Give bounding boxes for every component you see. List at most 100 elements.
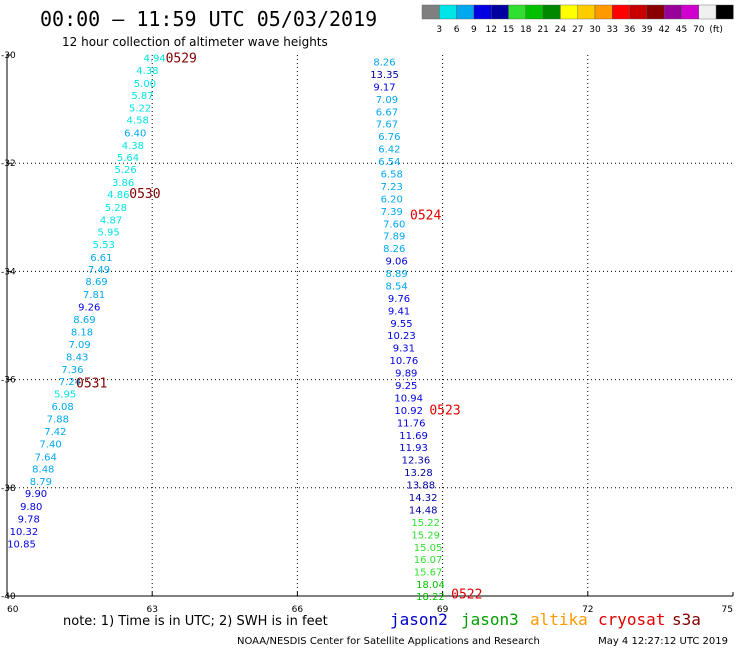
swh-value-label: 7.89 [383, 232, 405, 243]
swh-value-label: 15.29 [411, 530, 440, 541]
y-tick-label: -32 [1, 159, 16, 169]
color-scale-swatch [681, 4, 699, 20]
color-scale-label: 42 [658, 25, 669, 35]
color-scale-swatch [439, 4, 457, 20]
swh-value-label: 14.48 [409, 505, 438, 516]
swh-value-label: 8.79 [30, 477, 52, 488]
pass-time-label: 0523 [429, 403, 460, 418]
x-tick-label: 63 [146, 605, 157, 615]
swh-value-label: 9.06 [385, 257, 407, 268]
swh-value-label: 7.64 [35, 452, 57, 463]
swh-value-label: 10.94 [394, 393, 423, 404]
swh-value-label: 7.42 [44, 427, 66, 438]
color-scale-swatch [629, 4, 648, 20]
swh-value-label: 4.38 [136, 66, 158, 77]
y-tick-label: -36 [1, 376, 16, 386]
swh-value-label: 6.54 [378, 157, 400, 168]
swh-value-label: 8.43 [66, 352, 88, 363]
swh-value-label: 8.48 [32, 464, 54, 475]
swh-value-label: 6.61 [90, 253, 112, 264]
swh-value-label: 13.28 [404, 468, 433, 479]
legend-jason3: jason3 [461, 610, 519, 629]
swh-value-label: 18.04 [416, 580, 445, 591]
swh-value-label: 7.60 [383, 219, 405, 230]
swh-value-label: 13.88 [406, 481, 435, 492]
color-scale-label: 27 [572, 25, 583, 35]
x-tick-label: 66 [292, 605, 304, 615]
swh-value-label: 12.36 [402, 456, 431, 467]
swh-value-label: 9.31 [393, 344, 415, 355]
color-scale-label: 36 [624, 25, 636, 35]
color-scale-swatch [491, 4, 509, 20]
pass-time-label: 0524 [410, 209, 441, 224]
color-scale-swatch [525, 4, 544, 20]
color-scale-swatch [664, 4, 682, 20]
legend-cryosat: cryosat [598, 610, 665, 629]
pass-time-label: 0531 [76, 376, 107, 391]
color-scale-swatch [560, 4, 578, 20]
swh-value-label: 13.35 [370, 70, 399, 81]
swh-value-label: 9.55 [390, 319, 412, 330]
color-scale-label: 21 [537, 25, 548, 35]
swh-value-label: 9.90 [25, 489, 47, 500]
color-scale-swatch [508, 4, 526, 20]
swh-value-label: 8.26 [383, 244, 405, 255]
color-scale-label: 6 [454, 25, 460, 35]
color-scale-label: 33 [607, 25, 618, 35]
swh-value-label: 8.69 [73, 315, 95, 326]
chart-title: 00:00 – 11:59 UTC 05/03/2019 [40, 7, 377, 31]
swh-value-label: 5.95 [98, 227, 120, 238]
swh-value-label: 9.80 [20, 502, 42, 513]
swh-value-label: 15.05 [414, 543, 443, 554]
chart-subtitle: 12 hour collection of altimeter wave hei… [62, 35, 328, 49]
color-scale-label: 9 [471, 25, 477, 35]
color-scale-label: 45 [676, 25, 687, 35]
color-scale-label: (ft) [709, 25, 723, 35]
color-scale-label: 30 [589, 25, 601, 35]
swh-value-label: 9.17 [373, 82, 395, 93]
swh-value-label: 5.28 [105, 203, 127, 214]
swh-value-label: 8.89 [385, 269, 407, 280]
swh-value-label: 10.32 [10, 527, 39, 538]
footer-note: note: 1) Time is in UTC; 2) SWH is in fe… [63, 614, 328, 629]
swh-value-label: 10.76 [390, 356, 419, 367]
swh-value-label: 6.76 [378, 132, 400, 143]
swh-value-label: 11.69 [399, 431, 428, 442]
color-scale-label: 18 [520, 25, 532, 35]
x-tick-label: 72 [582, 605, 593, 615]
swh-value-label: 7.81 [83, 290, 105, 301]
swh-value-label: 7.49 [88, 265, 110, 276]
y-tick-label: -38 [1, 484, 16, 494]
swh-value-label: 8.18 [71, 327, 93, 338]
pass-time-label: 0522 [451, 587, 482, 602]
color-scale-swatch [473, 4, 492, 20]
swh-value-label: 15.22 [411, 518, 440, 529]
swh-value-label: 6.20 [381, 194, 403, 205]
swh-value-label: 6.67 [376, 107, 398, 118]
swh-value-label: 11.93 [399, 443, 428, 454]
color-scale-swatch [421, 4, 440, 20]
swh-value-label: 5.53 [93, 240, 115, 251]
footer-credit: NOAA/NESDIS Center for Satellite Applica… [237, 636, 540, 647]
x-tick-label: 69 [437, 605, 449, 615]
swh-value-label: 7.36 [61, 365, 83, 376]
swh-value-label: 16.07 [414, 555, 443, 566]
color-scale-swatch [542, 4, 561, 20]
swh-value-label: 7.09 [68, 340, 90, 351]
swh-value-label: 9.89 [395, 369, 417, 380]
swh-value-label: 18.22 [416, 592, 445, 603]
swh-value-label: 10.85 [7, 540, 36, 551]
swh-value-label: 5.00 [134, 79, 156, 90]
legend-s3a: s3a [672, 610, 701, 629]
color-scale-swatch [646, 4, 665, 20]
swh-value-label: 8.54 [385, 281, 407, 292]
color-scale-label: 3 [436, 25, 442, 35]
swh-value-label: 9.78 [18, 515, 40, 526]
swh-value-label: 9.41 [388, 306, 410, 317]
y-tick-label: -30 [1, 51, 16, 61]
swh-value-label: 6.08 [52, 402, 74, 413]
swh-value-label: 4.38 [122, 141, 144, 152]
swh-value-label: 5.26 [114, 165, 136, 176]
swh-value-label: 4.58 [127, 115, 149, 126]
